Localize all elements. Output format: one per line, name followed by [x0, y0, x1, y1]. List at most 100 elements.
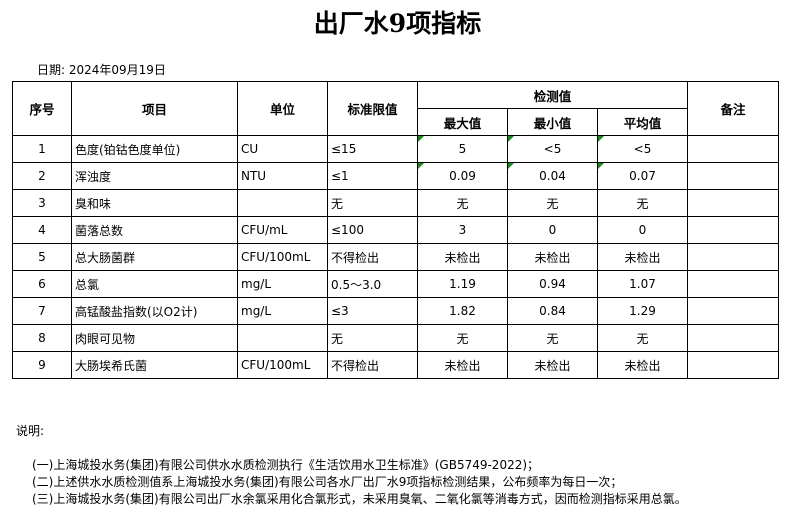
cell-limit: 0.5～3.0 — [327, 270, 418, 298]
report-date: 日期: 2024年09月19日 — [37, 63, 166, 77]
cell-remark — [687, 270, 779, 298]
cell-limit: 不得检出 — [327, 351, 418, 379]
cell-unit: mg/L — [237, 297, 328, 325]
cell-limit: ≤1 — [327, 162, 418, 190]
table-row: 3 臭和味无无无无 — [12, 189, 779, 217]
note-item: (二)上述供水水质检测值系上海城投水务(集团)有限公司各水厂出厂水9项指标检测结… — [32, 475, 623, 489]
cell-avg: 无 — [597, 189, 688, 217]
cell-min: 无 — [507, 189, 598, 217]
cell-min: 未检出 — [507, 351, 598, 379]
cell-no: 8 — [12, 324, 72, 352]
cell-max: 3 — [417, 216, 508, 244]
page-title: 出厂水9项指标 — [313, 9, 482, 38]
cell-remark — [687, 216, 779, 244]
table-row: 6 总氯 mg/L 0.5～3.0 1.19 0.94 1.07 — [12, 270, 779, 298]
cell-no: 2 — [12, 162, 72, 190]
cell-avg: <5 — [597, 135, 688, 163]
indicator-triangle-icon — [598, 136, 604, 142]
cell-item: 色度(铂钴色度单位) — [71, 135, 238, 163]
cell-unit — [237, 189, 328, 217]
note-item: (一)上海城投水务(集团)有限公司供水水质检测执行《生活饮用水卫生标准》(GB5… — [32, 458, 540, 472]
cell-unit: NTU — [237, 162, 328, 190]
cell-unit: CFU/mL — [237, 216, 328, 244]
cell-unit: CFU/100mL — [237, 351, 328, 379]
cell-no: 5 — [12, 243, 72, 271]
cell-min: <5 — [507, 135, 598, 163]
cell-no: 4 — [12, 216, 72, 244]
header-item: 项目 — [71, 81, 238, 136]
cell-max: 无 — [417, 324, 508, 352]
cell-item: 总氯 — [71, 270, 238, 298]
table-row: 9 大肠埃希氏菌 CFU/100mL 不得检出 未检出 未检出 未检出 — [12, 351, 779, 379]
cell-max: 5 — [417, 135, 508, 163]
cell-max: 1.82 — [417, 297, 508, 325]
table-row: 4 菌落总数 CFU/mL ≤100 3 0 0 — [12, 216, 779, 244]
cell-avg: 1.07 — [597, 270, 688, 298]
cell-min: 无 — [507, 324, 598, 352]
header-detect: 检测值 — [417, 81, 688, 109]
cell-limit: ≤3 — [327, 297, 418, 325]
cell-remark — [687, 135, 779, 163]
cell-limit: 不得检出 — [327, 243, 418, 271]
cell-item: 臭和味 — [71, 189, 238, 217]
header-max: 最大值 — [417, 108, 508, 136]
cell-unit: CFU/100mL — [237, 243, 328, 271]
header-limit: 标准限值 — [327, 81, 418, 136]
cell-limit: ≤100 — [327, 216, 418, 244]
cell-remark — [687, 297, 779, 325]
cell-avg: 未检出 — [597, 351, 688, 379]
cell-limit: 无 — [327, 324, 418, 352]
cell-max: 无 — [417, 189, 508, 217]
cell-item: 肉眼可见物 — [71, 324, 238, 352]
cell-item: 高锰酸盐指数(以O2计) — [71, 297, 238, 325]
header-unit: 单位 — [237, 81, 328, 136]
cell-avg: 未检出 — [597, 243, 688, 271]
note-item: (三)上海城投水务(集团)有限公司出厂水余氯采用化合氯形式，未采用臭氧、二氧化氯… — [32, 492, 687, 506]
notes-heading: 说明: — [16, 424, 45, 438]
table-row: 8 肉眼可见物无无无无 — [12, 324, 779, 352]
cell-remark — [687, 324, 779, 352]
cell-remark — [687, 351, 779, 379]
cell-avg: 无 — [597, 324, 688, 352]
header-avg: 平均值 — [597, 108, 688, 136]
cell-unit: CU — [237, 135, 328, 163]
cell-no: 6 — [12, 270, 72, 298]
cell-avg: 0.07 — [597, 162, 688, 190]
cell-avg: 0 — [597, 216, 688, 244]
cell-min: 0.84 — [507, 297, 598, 325]
cell-no: 9 — [12, 351, 72, 379]
cell-unit — [237, 324, 328, 352]
cell-item: 总大肠菌群 — [71, 243, 238, 271]
cell-remark — [687, 243, 779, 271]
cell-limit: ≤15 — [327, 135, 418, 163]
cell-no: 7 — [12, 297, 72, 325]
indicator-triangle-icon — [418, 136, 424, 142]
header-min: 最小值 — [507, 108, 598, 136]
cell-max: 0.09 — [417, 162, 508, 190]
cell-remark — [687, 189, 779, 217]
cell-item: 大肠埃希氏菌 — [71, 351, 238, 379]
cell-remark — [687, 162, 779, 190]
cell-max: 未检出 — [417, 243, 508, 271]
cell-avg: 1.29 — [597, 297, 688, 325]
cell-limit: 无 — [327, 189, 418, 217]
notes: 说明: (一)上海城投水务(集团)有限公司供水水质检测执行《生活饮用水卫生标准》… — [16, 423, 687, 508]
cell-max: 1.19 — [417, 270, 508, 298]
cell-no: 3 — [12, 189, 72, 217]
table-row: 5 总大肠菌群 CFU/100mL 不得检出 未检出 未检出 未检出 — [12, 243, 779, 271]
cell-min: 未检出 — [507, 243, 598, 271]
cell-min: 0.04 — [507, 162, 598, 190]
indicator-triangle-icon — [418, 163, 424, 169]
indicator-triangle-icon — [598, 163, 604, 169]
table-row: 7 高锰酸盐指数(以O2计) mg/L ≤3 1.82 0.84 1.29 — [12, 297, 779, 325]
table-row: 1 色度(铂钴色度单位) CU ≤15 5 <5 <5 — [12, 135, 779, 163]
cell-unit: mg/L — [237, 270, 328, 298]
cell-item: 菌落总数 — [71, 216, 238, 244]
cell-item: 浑浊度 — [71, 162, 238, 190]
indicator-triangle-icon — [508, 136, 514, 142]
header-no: 序号 — [12, 81, 72, 136]
cell-no: 1 — [12, 135, 72, 163]
cell-max: 未检出 — [417, 351, 508, 379]
cell-min: 0 — [507, 216, 598, 244]
header-remark: 备注 — [687, 81, 779, 136]
